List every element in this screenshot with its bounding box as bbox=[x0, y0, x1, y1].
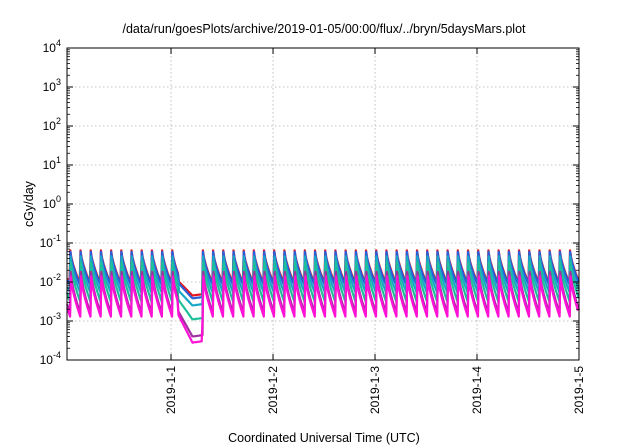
y-tick-label: 10-1 bbox=[40, 233, 61, 250]
y-tick-label: 10-2 bbox=[40, 272, 61, 289]
y-tick-label: 10-3 bbox=[40, 311, 61, 328]
y-axis-label: cGy/day bbox=[22, 180, 36, 227]
chart-title: /data/run/goesPlots/archive/2019-01-05/0… bbox=[122, 22, 526, 36]
x-tick-label: 2019-1-5 bbox=[572, 366, 586, 414]
y-tick-label: 10-4 bbox=[40, 350, 61, 367]
y-tick-label: 104 bbox=[43, 38, 61, 55]
series-line bbox=[66, 275, 580, 344]
y-tick-label: 102 bbox=[43, 116, 61, 133]
x-tick-label: 2019-1-1 bbox=[164, 366, 178, 414]
x-tick-label: 2019-1-2 bbox=[266, 366, 280, 414]
y-tick-label: 103 bbox=[43, 77, 61, 94]
x-axis-ticks: 2019-1-1 2019-1-2 2019-1-3 2019-1-4 2019-1-5 bbox=[164, 48, 586, 414]
x-tick-label: 2019-1-4 bbox=[470, 366, 484, 414]
y-axis-ticks: 10-4 10-3 10-2 10-1 100 101 102 103 104 bbox=[40, 38, 579, 367]
x-tick-label: 2019-1-3 bbox=[368, 366, 382, 414]
y-tick-label: 101 bbox=[43, 155, 61, 172]
y-tick-label: 100 bbox=[43, 194, 61, 211]
x-axis-label: Coordinated Universal Time (UTC) bbox=[228, 431, 420, 445]
data-series bbox=[65, 249, 581, 344]
series-line bbox=[65, 261, 580, 321]
